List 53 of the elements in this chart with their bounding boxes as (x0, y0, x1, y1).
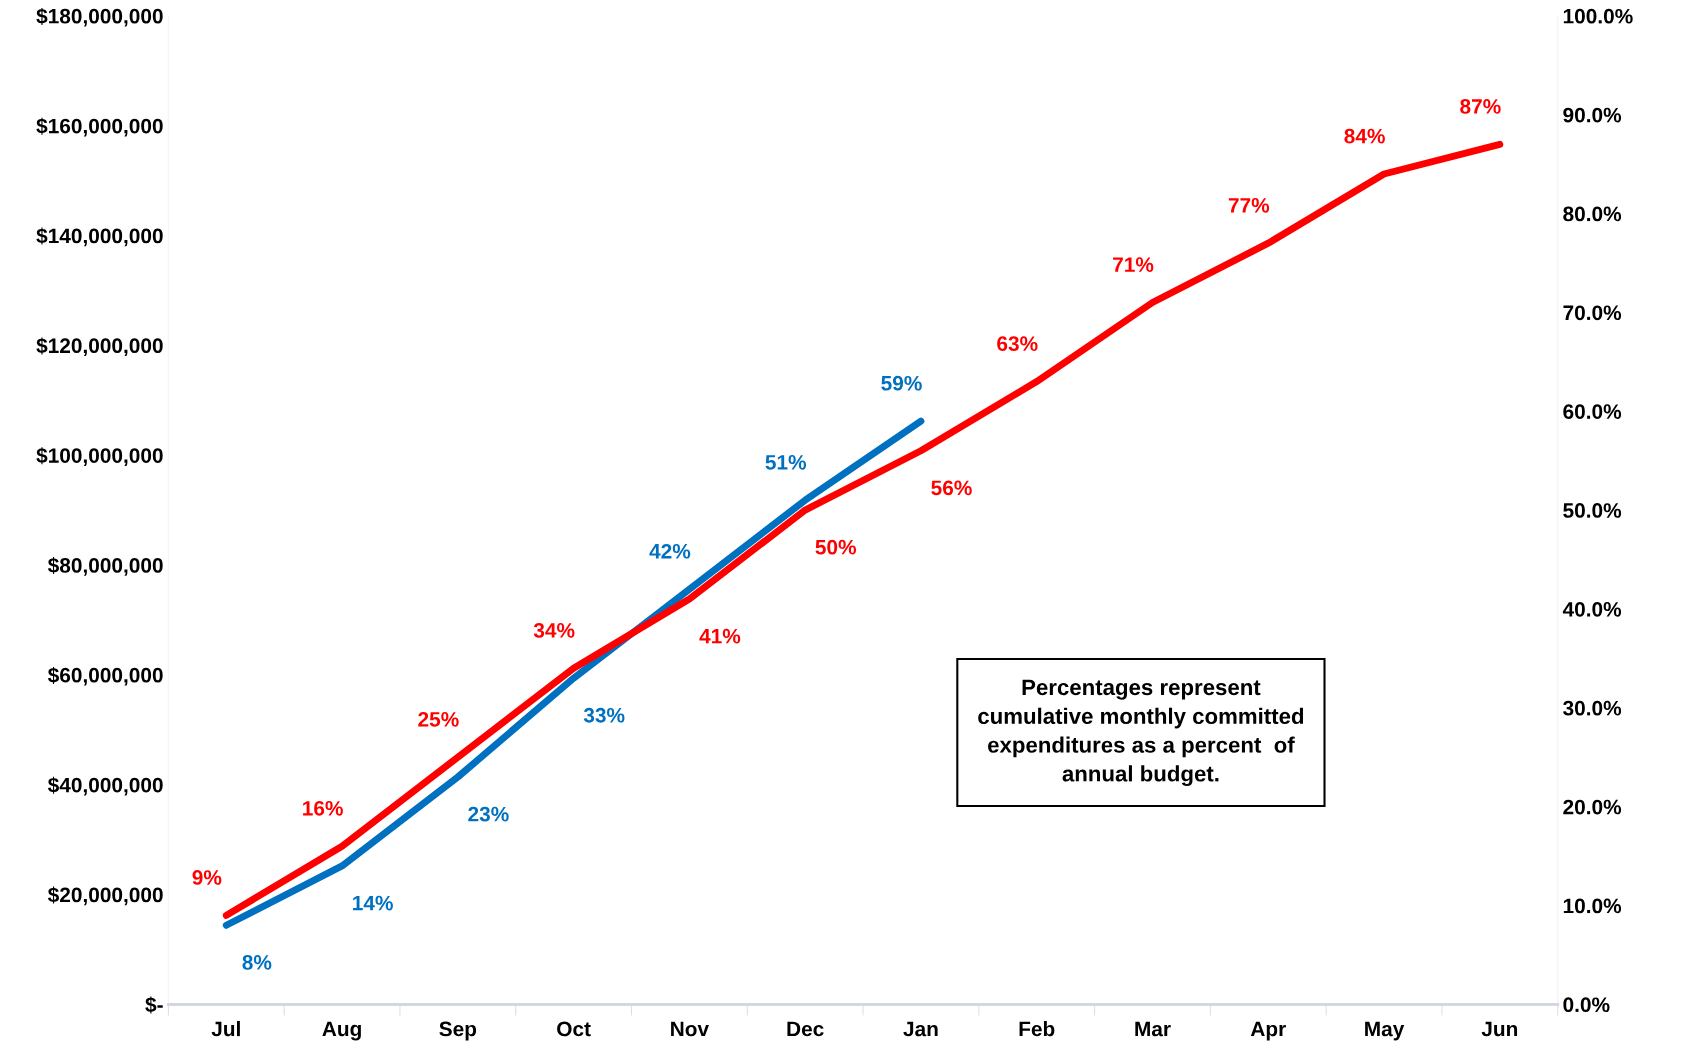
y-tick-label: $180,000,000 (36, 7, 163, 27)
data-label: 63% (997, 336, 1038, 352)
y2-tick-label: 30.0% (1563, 700, 1622, 716)
y2-tick-label: 60.0% (1563, 404, 1622, 419)
data-label: 77% (1228, 197, 1270, 213)
data-label: 56% (931, 480, 972, 496)
data-label: 51% (765, 454, 807, 470)
data-label: 42% (649, 543, 691, 559)
x-tick-label: Oct (557, 1021, 591, 1037)
data-label: 9% (192, 870, 222, 885)
y2-tick-label: 50.0% (1563, 503, 1622, 518)
y2-tick-label: 80.0% (1563, 206, 1622, 222)
y2-tick-label: 40.0% (1562, 601, 1622, 617)
y-tick-label: $20,000,000 (47, 886, 163, 906)
data-label: 34% (533, 622, 575, 638)
x-tick-label: Jan (903, 1021, 938, 1037)
x-tick-label: Feb (1019, 1021, 1055, 1037)
data-label: 33% (583, 707, 625, 723)
y-tick-label: $100,000,000 (36, 447, 163, 466)
data-label: 14% (353, 895, 393, 911)
y-tick-label: $80,000,000 (47, 557, 163, 576)
data-label: 8% (242, 955, 272, 970)
data-label: 16% (303, 800, 343, 816)
y2-tick-label: 0.0% (1563, 997, 1610, 1013)
y-tick-label: $120,000,000 (36, 337, 163, 357)
y2-tick-label: 10.0% (1563, 898, 1622, 914)
y-tick-label: $- (145, 996, 163, 1014)
data-label: 87% (1460, 99, 1501, 114)
data-label: 50% (815, 539, 857, 555)
data-label: 71% (1113, 257, 1154, 272)
x-tick-label: May (1365, 1021, 1405, 1041)
x-tick-label: Nov (671, 1021, 709, 1037)
x-tick-label: Jul (211, 1021, 240, 1037)
y2-tick-label: 90.0% (1563, 107, 1622, 123)
data-label: 59% (881, 375, 922, 391)
data-label: 25% (418, 711, 459, 727)
annotation: Percentages represent cumulative monthly committed expenditures as a percent of annual budget. (978, 679, 1304, 787)
y2-tick-label: 20.0% (1563, 799, 1622, 815)
x-tick-label: Apr (1250, 1021, 1286, 1041)
data-label: 41% (699, 628, 741, 644)
x-tick-label: Mar (1135, 1021, 1171, 1037)
x-tick-label: Dec (787, 1021, 824, 1037)
y2-tick-label: 100.0% (1563, 8, 1633, 24)
y-tick-label: $60,000,000 (47, 666, 163, 686)
x-tick-label: Aug (322, 1021, 361, 1041)
y2-tick-label: 70.0% (1563, 305, 1622, 321)
y-tick-label: $160,000,000 (36, 117, 163, 137)
y-tick-label: $40,000,000 (47, 776, 163, 796)
y-tick-label: $140,000,000 (36, 227, 163, 247)
x-tick-label: Sep (439, 1021, 477, 1041)
data-label: 84% (1344, 128, 1385, 144)
data-label: 23% (468, 806, 509, 822)
x-tick-label: Jun (1481, 1021, 1518, 1037)
